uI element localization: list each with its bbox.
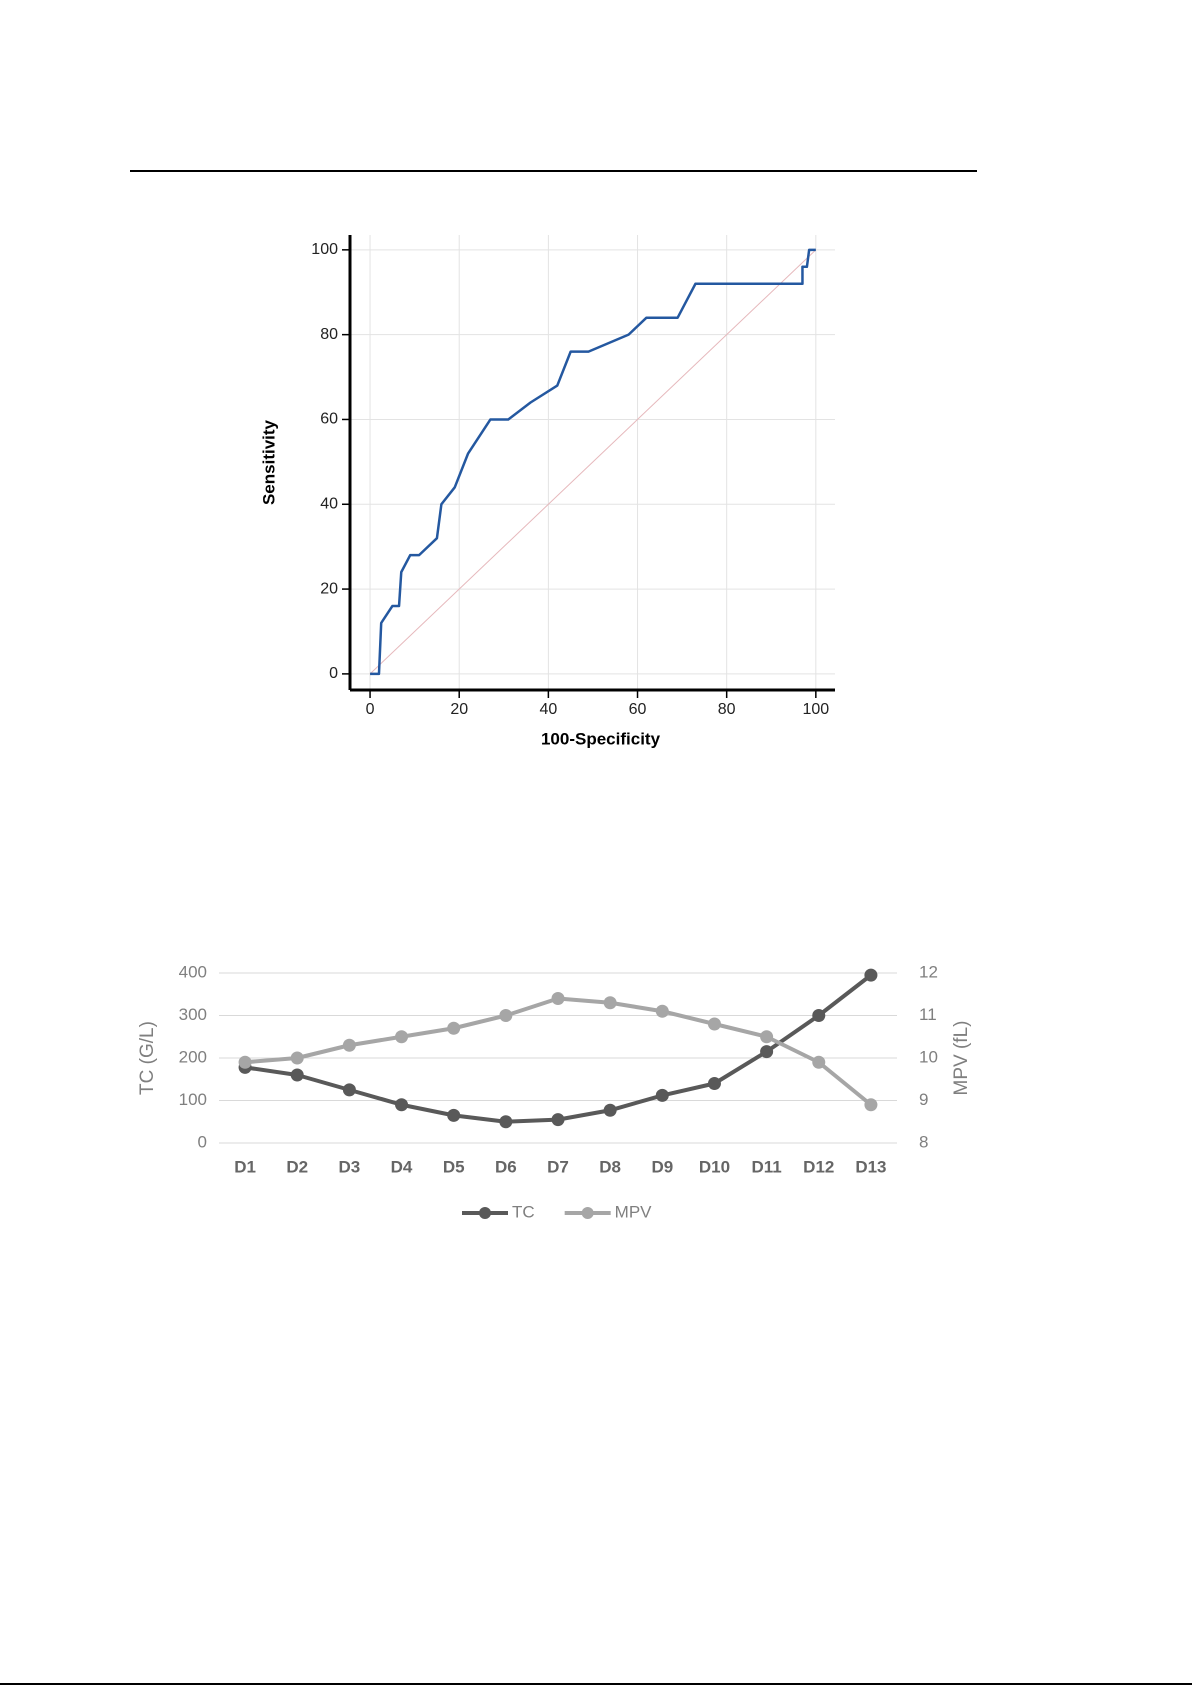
data-point	[707, 1017, 721, 1031]
y-tick-label: 0	[198, 1132, 207, 1151]
y2-tick-label: 8	[919, 1132, 928, 1151]
data-point	[760, 1030, 774, 1044]
x-tick-label: D13	[855, 1157, 886, 1176]
x-tick-label: 0	[366, 701, 375, 718]
x-tick-label: 60	[629, 701, 647, 718]
data-point	[395, 1030, 409, 1044]
data-point	[447, 1021, 461, 1035]
y-tick-label: 100	[311, 241, 338, 258]
y-tick-label: 400	[179, 962, 207, 981]
x-tick-label: D3	[339, 1157, 361, 1176]
x-axis-title: 100-Specificity	[541, 729, 661, 748]
data-point	[551, 992, 565, 1005]
x-tick-label: D5	[443, 1157, 465, 1176]
data-point	[603, 996, 617, 1010]
y-axis-title: TC (G/L)	[137, 1021, 158, 1095]
x-tick-label: D6	[495, 1157, 517, 1176]
y-tick-label: 100	[179, 1090, 207, 1109]
reference-line	[369, 249, 817, 675]
data-point	[760, 1045, 774, 1059]
y-axis-title: Sensitivity	[259, 419, 278, 505]
x-tick-label: 40	[539, 701, 557, 718]
x-tick-label: D10	[699, 1157, 730, 1176]
y-tick-label: 20	[320, 580, 338, 597]
roc-curve	[370, 248, 816, 676]
x-tick-label: D11	[751, 1157, 781, 1176]
data-point	[864, 1098, 878, 1112]
y-tick-label: 0	[329, 665, 338, 682]
x-tick-label: 80	[718, 701, 736, 718]
x-tick-label: D12	[803, 1157, 834, 1176]
data-point	[812, 1055, 826, 1069]
data-point	[551, 1113, 565, 1127]
y2-tick-label: 12	[919, 962, 938, 981]
x-tick-label: D1	[234, 1157, 256, 1176]
x-tick-label: D4	[391, 1157, 413, 1176]
y-tick-label: 80	[320, 326, 338, 343]
data-point	[812, 1009, 826, 1022]
legend-marker	[581, 1207, 594, 1219]
data-point	[499, 1009, 513, 1022]
x-tick-label: 100	[802, 701, 829, 718]
data-point	[864, 968, 878, 982]
y2-tick-label: 10	[919, 1047, 938, 1066]
data-point	[395, 1098, 409, 1112]
x-tick-label: D7	[547, 1157, 569, 1176]
data-point	[342, 1038, 356, 1052]
legend-marker	[479, 1207, 491, 1219]
data-point	[603, 1103, 617, 1117]
data-point	[342, 1083, 356, 1097]
legend-label: TC	[512, 1202, 535, 1221]
y2-tick-label: 11	[919, 1005, 937, 1024]
data-point	[655, 1004, 669, 1018]
data-point	[499, 1115, 513, 1129]
x-tick-label: 20	[450, 701, 468, 718]
data-point	[290, 1068, 304, 1082]
y-tick-label: 60	[320, 411, 338, 428]
x-tick-label: D8	[599, 1157, 621, 1176]
y-tick-label: 200	[179, 1047, 207, 1066]
x-tick-label: D2	[286, 1157, 308, 1176]
y2-tick-label: 9	[919, 1090, 928, 1109]
data-point	[290, 1051, 304, 1065]
y-tick-label: 300	[179, 1005, 207, 1024]
data-point	[707, 1077, 721, 1090]
data-point	[655, 1088, 669, 1102]
y-tick-label: 40	[320, 495, 338, 512]
legend-label: MPV	[615, 1202, 653, 1221]
data-point	[447, 1108, 461, 1122]
x-tick-label: D9	[651, 1157, 673, 1176]
data-point	[238, 1055, 252, 1069]
y2-axis-title: MPV (fL)	[951, 1021, 972, 1096]
